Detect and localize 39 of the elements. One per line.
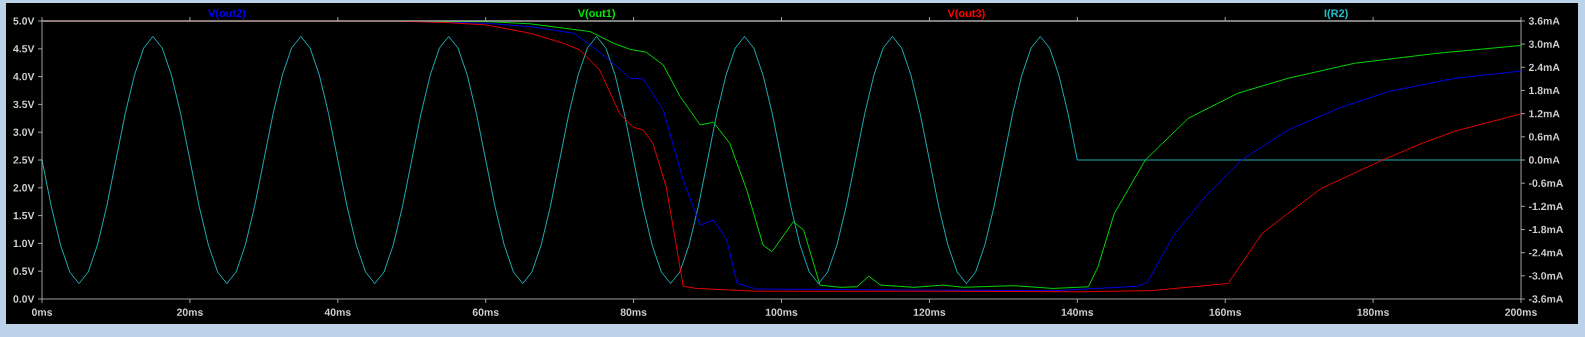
y-tick-label: 4.0V [13,72,35,81]
y-tick-label: 3.5V [13,100,35,109]
y2-tick-label: 3.0mA [1528,40,1560,48]
text: V(out3) [947,9,985,20]
x-tick-label: 200ms [1505,308,1537,316]
y2-tick-label: -3.6mA [1528,295,1564,303]
y2-tick-label: 0.6mA [1528,133,1560,141]
y-tick-label: 1.5V [13,211,35,220]
y2-tick-label: -3.0mA [1528,272,1564,280]
x-tick-label: 60ms [472,308,499,316]
y-tick-label: 4.5V [13,45,35,53]
x-tick-label: 0ms [31,308,53,316]
y2-tick-label: 1.2mA [1529,110,1560,118]
y-tick-label: 1.0V [13,239,35,248]
y-tick-label: 3.0V [13,128,35,136]
y2-tick-label: -0.6mA [1528,179,1564,187]
x-tick-label: 20ms [176,308,203,316]
y-tick-label: 5.0V [13,17,35,25]
y2-tick-label: -1.2mA [1528,202,1564,210]
y2-tick-label: 2.4mA [1528,63,1560,71]
text: I(R2) [1324,9,1348,20]
y2-tick-label: 0.0mA [1528,156,1560,164]
x-tick-label: 140ms [1061,308,1094,316]
series-label: V(out1) [577,9,615,20]
y-tick-label: 2.5V [13,156,35,164]
x-tick-label: 80ms [620,308,647,316]
x-tick-label: 180ms [1357,308,1389,316]
series-label: V(out2) [208,9,246,20]
x-tick-label: 100ms [765,308,798,316]
x-tick-label: 160ms [1209,308,1242,316]
y2-tick-label: -2.4mA [1528,249,1564,257]
x-tick-label: 40ms [324,308,351,316]
x-tick-label: 120ms [913,308,946,316]
y2-tick-label: -1.8mA [1528,225,1564,234]
y-tick-label: 0.5V [13,267,35,275]
y2-tick-label: 1.8mA [1529,86,1560,95]
y2-tick-label: 3.6mA [1528,17,1560,25]
y-tick-label: 0.0V [13,295,35,303]
y-tick-label: 2.0V [13,184,35,192]
